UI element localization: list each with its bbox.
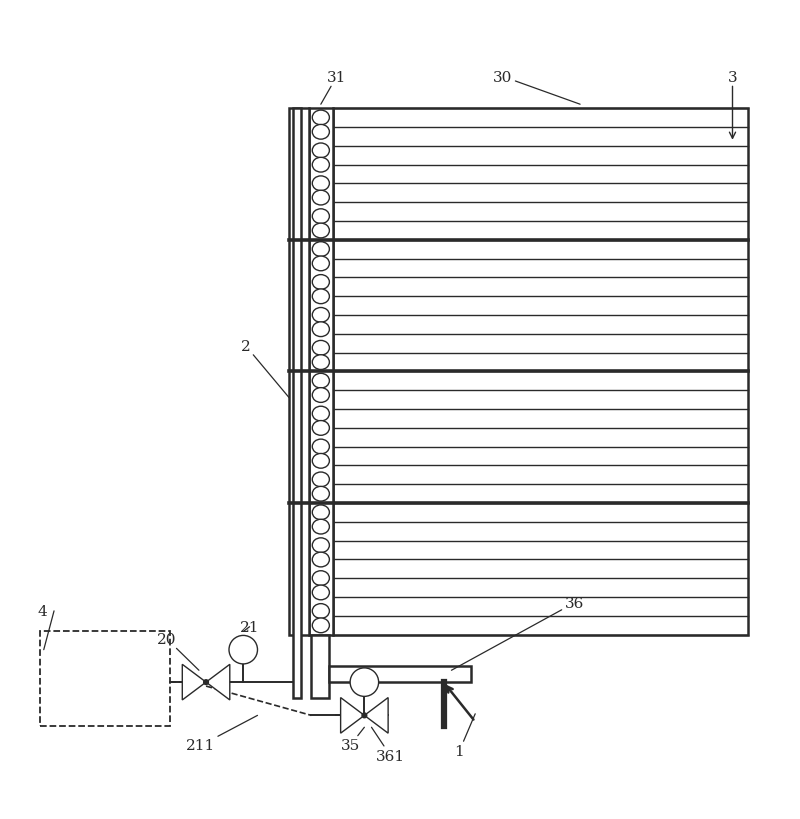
Text: 361: 361 xyxy=(371,727,405,762)
Bar xyxy=(311,635,329,698)
Ellipse shape xyxy=(312,177,330,192)
Polygon shape xyxy=(206,664,230,700)
Ellipse shape xyxy=(312,454,330,468)
Ellipse shape xyxy=(312,290,330,305)
Circle shape xyxy=(362,713,366,718)
Text: 21: 21 xyxy=(240,620,259,634)
Circle shape xyxy=(229,636,258,664)
Polygon shape xyxy=(182,664,206,700)
Ellipse shape xyxy=(312,242,330,257)
Polygon shape xyxy=(364,698,388,733)
Text: 20: 20 xyxy=(157,631,199,671)
Ellipse shape xyxy=(312,191,330,206)
Ellipse shape xyxy=(312,308,330,323)
Bar xyxy=(293,109,301,698)
Polygon shape xyxy=(341,698,364,733)
Text: 35: 35 xyxy=(341,727,364,753)
Ellipse shape xyxy=(312,519,330,534)
Ellipse shape xyxy=(312,538,330,553)
Text: 31: 31 xyxy=(321,70,346,105)
Ellipse shape xyxy=(312,440,330,455)
Text: 30: 30 xyxy=(494,70,580,105)
Circle shape xyxy=(204,680,209,685)
Ellipse shape xyxy=(312,553,330,568)
Bar xyxy=(333,109,748,635)
Bar xyxy=(40,631,170,726)
Ellipse shape xyxy=(312,125,330,140)
Ellipse shape xyxy=(312,473,330,487)
Ellipse shape xyxy=(312,486,330,501)
Bar xyxy=(289,109,309,635)
Ellipse shape xyxy=(312,571,330,586)
Text: 211: 211 xyxy=(186,716,258,753)
Bar xyxy=(329,667,471,682)
Ellipse shape xyxy=(312,158,330,173)
Ellipse shape xyxy=(312,586,330,600)
Ellipse shape xyxy=(312,355,330,370)
Ellipse shape xyxy=(312,341,330,355)
Ellipse shape xyxy=(312,407,330,422)
Ellipse shape xyxy=(312,323,330,337)
Ellipse shape xyxy=(312,256,330,271)
Ellipse shape xyxy=(312,144,330,159)
Ellipse shape xyxy=(312,224,330,238)
Ellipse shape xyxy=(312,275,330,290)
Text: 4: 4 xyxy=(38,604,47,618)
Circle shape xyxy=(350,668,378,696)
Ellipse shape xyxy=(312,604,330,618)
Ellipse shape xyxy=(312,388,330,403)
Ellipse shape xyxy=(312,373,330,388)
Ellipse shape xyxy=(312,111,330,125)
Text: 36: 36 xyxy=(451,596,584,671)
Text: 2: 2 xyxy=(241,339,289,398)
Text: 3: 3 xyxy=(728,70,738,139)
Bar xyxy=(309,109,333,635)
Text: 1: 1 xyxy=(454,714,475,758)
Ellipse shape xyxy=(312,618,330,633)
Ellipse shape xyxy=(312,210,330,224)
Ellipse shape xyxy=(312,421,330,436)
Ellipse shape xyxy=(312,505,330,520)
